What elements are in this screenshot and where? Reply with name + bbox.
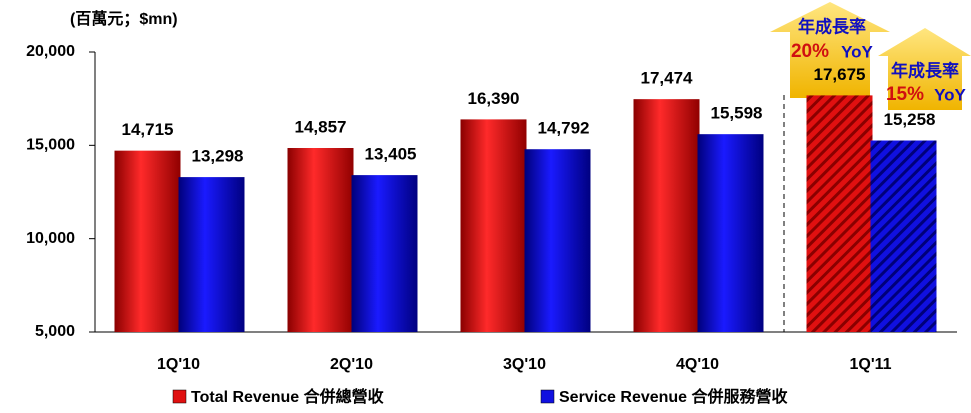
value-label: 15,598 <box>711 104 763 123</box>
y-tick-label: 10,000 <box>26 230 75 247</box>
bar <box>287 148 354 332</box>
x-tick-label: 1Q'11 <box>849 356 891 373</box>
annotation-title: 年成長率 <box>891 60 959 80</box>
x-tick-label: 3Q'10 <box>503 356 546 373</box>
bar <box>114 150 181 332</box>
bar <box>697 134 764 332</box>
legend-label: Service Revenue 合併服務營收 <box>559 387 788 406</box>
legend-swatch <box>172 389 187 404</box>
value-label: 16,390 <box>468 89 520 108</box>
y-tick-label: 5,000 <box>35 323 75 340</box>
y-tick-label: 15,000 <box>26 137 75 154</box>
legend-label: Total Revenue 合併總營收 <box>191 387 384 406</box>
annotation-suffix: YoY <box>934 85 966 104</box>
y-tick-label: 20,000 <box>26 43 75 60</box>
annotation-rate: 15% <box>886 84 924 105</box>
bar <box>524 149 591 332</box>
unit-label: (百萬元；$mn) <box>70 9 178 28</box>
growth-arrow <box>770 2 890 98</box>
value-label: 17,675 <box>814 65 866 84</box>
bar <box>178 177 245 332</box>
value-label: 14,792 <box>538 119 590 138</box>
value-label: 17,474 <box>641 69 694 88</box>
annotation-rate: 20% <box>791 41 829 62</box>
bar <box>460 119 527 333</box>
value-label: 14,857 <box>295 117 347 136</box>
bar <box>633 99 700 332</box>
value-label: 15,258 <box>884 110 936 129</box>
value-label: 14,715 <box>122 120 174 139</box>
x-tick-label: 4Q'10 <box>676 356 719 373</box>
value-label: 13,298 <box>192 147 244 166</box>
value-label: 13,405 <box>365 145 417 164</box>
legend-swatch <box>540 389 555 404</box>
x-tick-label: 1Q'10 <box>157 356 200 373</box>
bar <box>806 95 873 333</box>
annotation-suffix: YoY <box>841 42 873 61</box>
annotation-title: 年成長率 <box>798 16 866 36</box>
x-tick-label: 2Q'10 <box>330 356 373 373</box>
bar <box>351 175 418 332</box>
growth-arrow <box>878 28 971 110</box>
bar <box>870 140 937 332</box>
